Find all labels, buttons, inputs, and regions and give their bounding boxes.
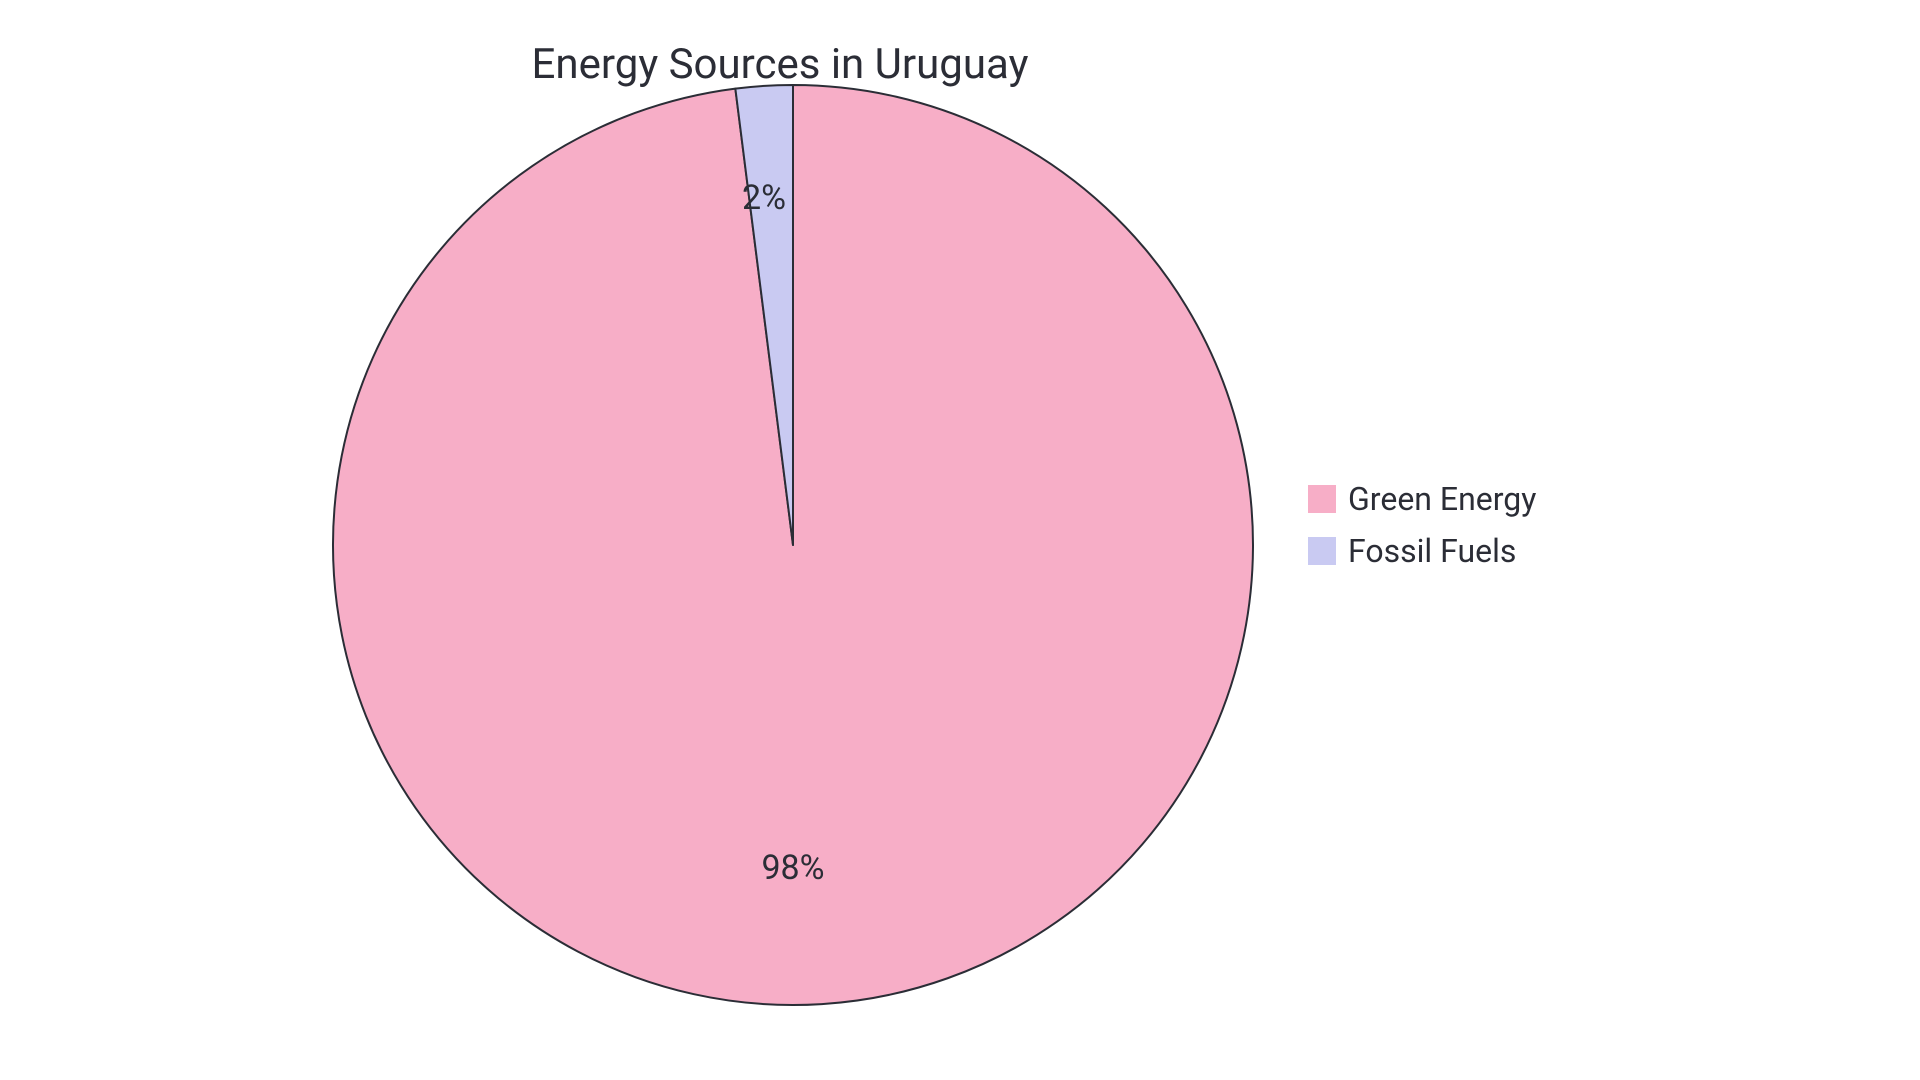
legend: Green Energy Fossil Fuels xyxy=(1308,480,1536,570)
legend-swatch-0 xyxy=(1308,485,1336,513)
legend-label-1: Fossil Fuels xyxy=(1348,532,1516,570)
slice-label-0: 98% xyxy=(761,848,824,888)
chart-container: Energy Sources in Uruguay Green EnergyFo… xyxy=(0,0,1920,1080)
legend-item-0: Green Energy xyxy=(1308,480,1536,518)
slice-label-1: 2% xyxy=(742,178,786,218)
legend-label-0: Green Energy xyxy=(1348,480,1536,518)
legend-item-1: Fossil Fuels xyxy=(1308,532,1536,570)
legend-swatch-1 xyxy=(1308,537,1336,565)
